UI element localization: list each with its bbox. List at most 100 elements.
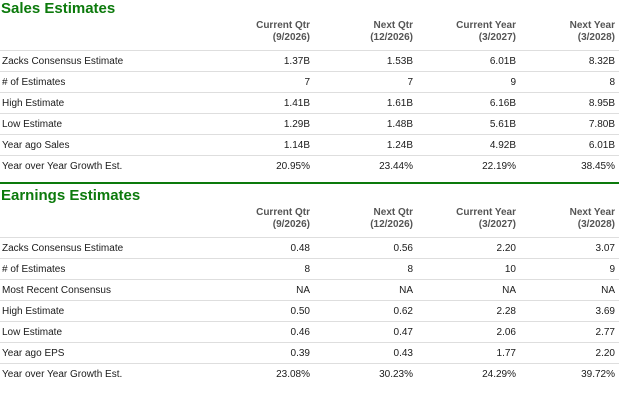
value-cell: 1.61B: [314, 92, 417, 114]
table-row: # of Estimates 7 7 9 8: [0, 71, 619, 93]
value-cell: 2.28: [417, 300, 520, 322]
value-cell: 8: [209, 258, 314, 280]
row-label: Most Recent Consensus: [0, 279, 209, 301]
value-cell: 3.07: [520, 237, 619, 259]
value-cell: 1.48B: [314, 113, 417, 135]
row-label: # of Estimates: [0, 258, 209, 280]
table-row: Year ago EPS 0.39 0.43 1.77 2.20: [0, 342, 619, 364]
column-date: (3/2027): [478, 32, 516, 43]
header-label-cell: [0, 207, 209, 238]
column-header-next-qtr: Next Qtr (12/2026): [314, 20, 417, 51]
row-label: Year over Year Growth Est.: [2, 368, 123, 380]
column-period: Next Year: [569, 20, 615, 31]
row-label: Zacks Consensus Estimate: [0, 50, 209, 72]
value-cell: 1.77: [417, 342, 520, 364]
table-row: Zacks Consensus Estimate 0.48 0.56 2.20 3.07: [0, 237, 619, 259]
value-cell: 2.20: [417, 237, 520, 259]
column-date: (12/2026): [370, 219, 413, 230]
column-period: Next Qtr: [373, 207, 413, 218]
table-header-row: Current Qtr (9/2026) Next Qtr (12/2026) Cu…: [0, 207, 619, 238]
value-cell: 0.50: [209, 300, 314, 322]
value-cell: 2.20: [520, 342, 619, 364]
value-cell: 22.19%: [482, 160, 516, 172]
value-cell: 1.14B: [209, 134, 314, 156]
header-label-cell: [0, 20, 209, 51]
value-cell: 7.80B: [520, 113, 619, 135]
earnings-estimates-title: Earnings Estimates: [1, 187, 141, 204]
column-date: (3/2028): [577, 219, 615, 230]
value-cell: 8.32B: [520, 50, 619, 72]
value-cell: 5.61B: [417, 113, 520, 135]
sales-estimates-title: Sales Estimates: [1, 0, 116, 17]
column-header-next-year: Next Year (3/2028): [520, 207, 619, 238]
earnings-estimates-table: Current Qtr (9/2026) Next Qtr (12/2026) Cu…: [0, 207, 619, 384]
value-cell: 23.44%: [379, 160, 413, 172]
value-cell: 3.69: [520, 300, 619, 322]
column-date: (3/2027): [478, 219, 516, 230]
value-cell: 1.37B: [209, 50, 314, 72]
table-row: Year ago Sales 1.14B 1.24B 4.92B 6.01B: [0, 134, 619, 156]
row-label: # of Estimates: [0, 71, 209, 93]
value-cell: 1.53B: [314, 50, 417, 72]
column-period: Current Year: [456, 207, 516, 218]
value-cell: 1.41B: [209, 92, 314, 114]
value-cell: 0.47: [314, 321, 417, 343]
value-cell: 9: [520, 258, 619, 280]
column-date: (9/2026): [272, 219, 310, 230]
row-label: Year ago EPS: [0, 342, 209, 364]
column-header-current-year: Current Year (3/2027): [417, 207, 520, 238]
value-cell: 7: [314, 71, 417, 93]
value-cell: NA: [417, 279, 520, 301]
value-cell: 0.46: [209, 321, 314, 343]
table-row: Low Estimate 0.46 0.47 2.06 2.77: [0, 321, 619, 343]
earnings-estimates-section: Earnings Estimates Current Qtr (9/2026) N…: [0, 187, 619, 384]
table-row: Most Recent Consensus NA NA NA NA: [0, 279, 619, 301]
value-cell: 2.77: [520, 321, 619, 343]
value-cell: 23.08%: [276, 368, 310, 380]
value-cell: 1.29B: [209, 113, 314, 135]
value-cell: 9: [417, 71, 520, 93]
value-cell: 6.01B: [417, 50, 520, 72]
value-cell: 8.95B: [520, 92, 619, 114]
column-date: (3/2028): [577, 32, 615, 43]
column-header-current-year: Current Year (3/2027): [417, 20, 520, 51]
value-cell: 8: [520, 71, 619, 93]
table-row: # of Estimates 8 8 10 9: [0, 258, 619, 280]
column-period: Next Qtr: [373, 20, 413, 31]
sales-estimates-table: Current Qtr (9/2026) Next Qtr (12/2026) Cu…: [0, 20, 619, 176]
value-cell: 0.62: [314, 300, 417, 322]
row-label: High Estimate: [0, 92, 209, 114]
value-cell: 0.43: [314, 342, 417, 364]
value-cell: 7: [209, 71, 314, 93]
row-label: High Estimate: [0, 300, 209, 322]
value-cell: 6.01B: [520, 134, 619, 156]
row-label: Year over Year Growth Est.: [2, 160, 123, 172]
table-row: Year over Year Growth Est. 20.95% 23.44% 22…: [0, 156, 619, 177]
column-header-next-year: Next Year (3/2028): [520, 20, 619, 51]
column-date: (12/2026): [370, 32, 413, 43]
column-header-current-qtr: Current Qtr (9/2026): [209, 207, 314, 238]
value-cell: 38.45%: [581, 160, 615, 172]
sales-estimates-section: Sales Estimates Current Qtr (9/2026) Next…: [0, 0, 619, 176]
column-header-next-qtr: Next Qtr (12/2026): [314, 207, 417, 238]
table-row: High Estimate 1.41B 1.61B 6.16B 8.95B: [0, 92, 619, 114]
value-cell: 2.06: [417, 321, 520, 343]
value-cell: 8: [314, 258, 417, 280]
value-cell: NA: [314, 279, 417, 301]
value-cell: 20.95%: [276, 160, 310, 172]
value-cell: 0.56: [314, 237, 417, 259]
row-label: Zacks Consensus Estimate: [0, 237, 209, 259]
column-date: (9/2026): [272, 32, 310, 43]
table-row: Low Estimate 1.29B 1.48B 5.61B 7.80B: [0, 113, 619, 135]
value-cell: NA: [520, 279, 619, 301]
value-cell: NA: [209, 279, 314, 301]
value-cell: 4.92B: [417, 134, 520, 156]
column-period: Current Qtr: [256, 20, 310, 31]
row-label: Year ago Sales: [0, 134, 209, 156]
value-cell: 30.23%: [379, 368, 413, 380]
table-row: Year over Year Growth Est. 23.08% 30.23% 24…: [0, 364, 619, 385]
value-cell: 6.16B: [417, 92, 520, 114]
table-row: High Estimate 0.50 0.62 2.28 3.69: [0, 300, 619, 322]
column-period: Next Year: [569, 207, 615, 218]
column-period: Current Qtr: [256, 207, 310, 218]
